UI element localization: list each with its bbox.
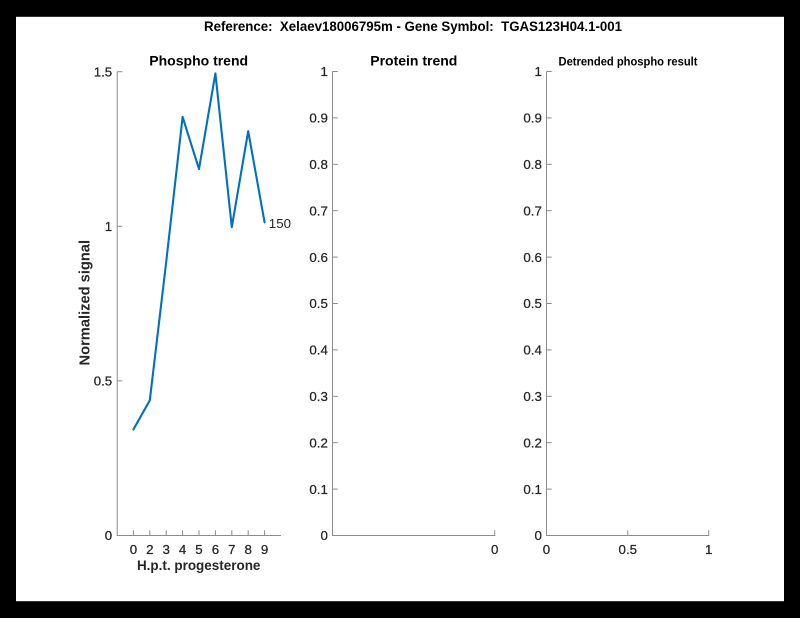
svg-text:1.5: 1.5 — [94, 64, 113, 79]
svg-text:0.4: 0.4 — [309, 343, 328, 358]
svg-text:0: 0 — [130, 542, 137, 557]
svg-text:6: 6 — [212, 542, 219, 557]
svg-text:H.p.t. progesterone: H.p.t. progesterone — [137, 557, 261, 573]
svg-text:Protein trend: Protein trend — [370, 53, 457, 69]
svg-text:3: 3 — [162, 542, 169, 557]
svg-text:Detrended phospho result: Detrended phospho result — [559, 55, 698, 69]
svg-text:0.3: 0.3 — [523, 389, 542, 404]
svg-text:1: 1 — [705, 542, 712, 557]
svg-text:0.4: 0.4 — [523, 343, 542, 358]
svg-text:0.8: 0.8 — [309, 157, 328, 172]
svg-text:0.5: 0.5 — [94, 374, 113, 389]
svg-text:4: 4 — [179, 542, 186, 557]
svg-text:1: 1 — [320, 64, 327, 79]
svg-text:0: 0 — [491, 542, 498, 557]
svg-text:0: 0 — [543, 542, 550, 557]
svg-text:9: 9 — [261, 542, 268, 557]
svg-text:0.8: 0.8 — [523, 157, 542, 172]
svg-text:8: 8 — [244, 542, 251, 557]
svg-text:0: 0 — [534, 528, 541, 543]
svg-text:150: 150 — [269, 216, 291, 231]
svg-text:5: 5 — [195, 542, 202, 557]
svg-text:0.3: 0.3 — [309, 389, 328, 404]
svg-text:0.6: 0.6 — [523, 250, 542, 265]
svg-text:2: 2 — [146, 542, 153, 557]
svg-text:0.5: 0.5 — [309, 296, 328, 311]
svg-text:0.6: 0.6 — [309, 250, 328, 265]
svg-text:0.7: 0.7 — [523, 203, 542, 218]
svg-text:1: 1 — [105, 219, 112, 234]
svg-text:0: 0 — [105, 528, 112, 543]
svg-text:0.1: 0.1 — [309, 482, 328, 497]
svg-text:0.1: 0.1 — [523, 482, 542, 497]
svg-text:0.9: 0.9 — [309, 111, 328, 126]
svg-text:Phospho trend: Phospho trend — [149, 53, 248, 69]
svg-text:7: 7 — [228, 542, 235, 557]
svg-text:0: 0 — [320, 528, 327, 543]
svg-text:Normalized signal: Normalized signal — [77, 240, 93, 366]
svg-text:Reference: Xelaev18006795m -: Reference: Xelaev18006795m - Gene Symbol… — [204, 18, 622, 34]
svg-text:0.5: 0.5 — [619, 542, 638, 557]
svg-text:0.2: 0.2 — [309, 435, 328, 450]
svg-text:1: 1 — [534, 64, 541, 79]
svg-text:0.9: 0.9 — [523, 111, 542, 126]
svg-text:0.2: 0.2 — [523, 435, 542, 450]
svg-text:0.7: 0.7 — [309, 203, 328, 218]
svg-text:0.5: 0.5 — [523, 296, 542, 311]
